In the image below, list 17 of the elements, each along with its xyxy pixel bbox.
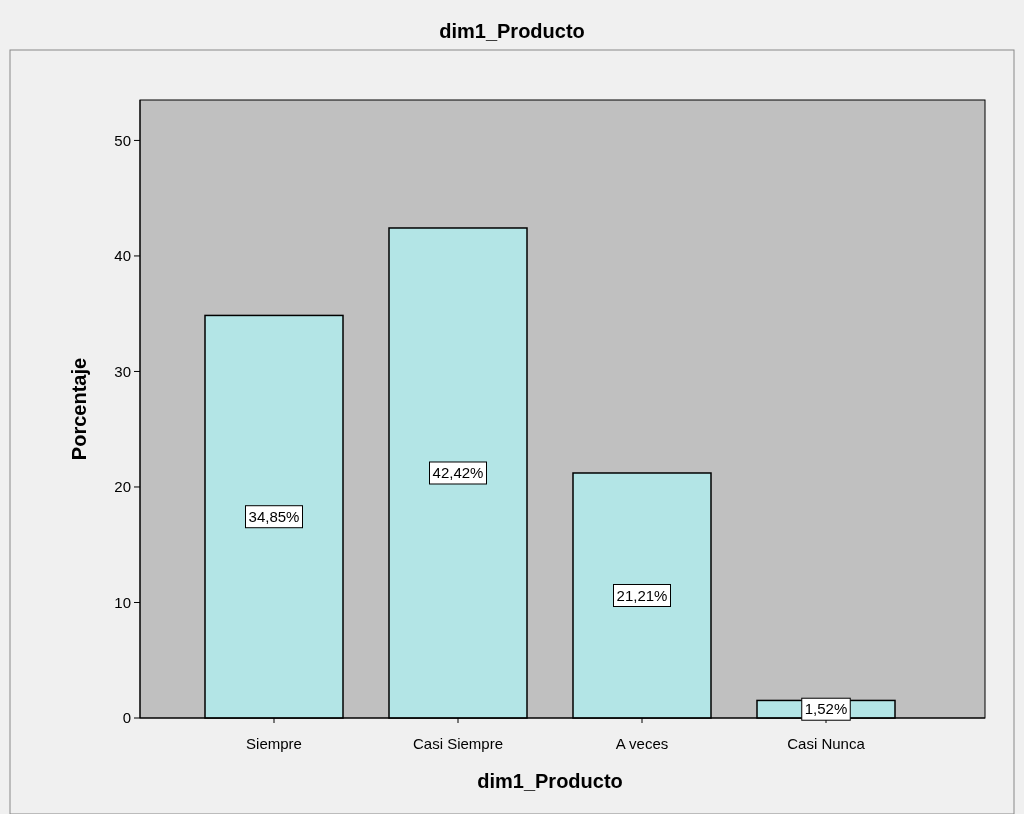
- data-label: 42,42%: [432, 464, 484, 482]
- y-tick-label: 50: [114, 131, 131, 149]
- data-label: 21,21%: [616, 586, 668, 604]
- y-tick-label: 0: [122, 709, 131, 727]
- data-label: 34,85%: [248, 507, 300, 525]
- y-tick-label: 30: [114, 362, 131, 380]
- x-axis-title: dim1_Producto: [477, 770, 623, 792]
- x-tick-label: Siempre: [246, 735, 302, 752]
- y-tick-label: 40: [114, 247, 131, 265]
- chart-title: dim1_Producto: [439, 20, 585, 42]
- x-tick-label: Casi Nunca: [787, 735, 866, 752]
- x-tick-label: Casi Siempre: [412, 735, 504, 752]
- y-axis-title: Porcentaje: [68, 357, 90, 461]
- y-tick-label: 20: [114, 478, 131, 496]
- y-tick-label: 10: [114, 593, 131, 611]
- x-tick-label: A veces: [615, 735, 669, 752]
- data-label: 1,52%: [804, 700, 848, 718]
